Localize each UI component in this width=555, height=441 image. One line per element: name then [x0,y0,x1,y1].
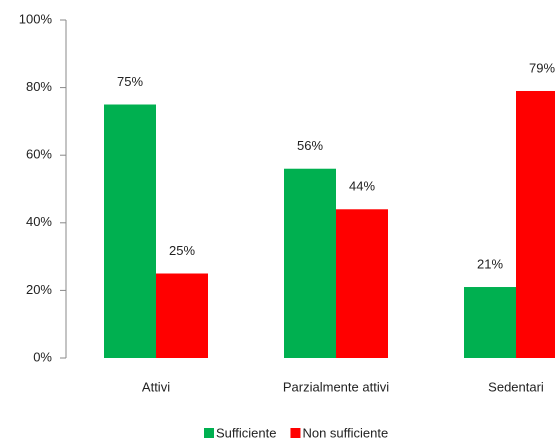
y-tick-label: 40% [26,214,52,229]
bar [104,104,156,358]
data-label: 25% [169,243,195,258]
data-label: 75% [117,74,143,89]
data-label: 21% [477,256,503,271]
bar [336,209,388,358]
legend-swatch [204,428,214,438]
y-tick-label: 0% [33,349,52,364]
y-tick-label: 20% [26,282,52,297]
bar [156,273,208,358]
bar [284,168,336,358]
bar [464,287,516,358]
data-label: 56% [297,138,323,153]
data-label: 44% [349,179,375,194]
x-tick-label: Attivi [142,379,170,394]
legend-swatch [290,428,301,438]
legend-label: Non sufficiente [302,425,388,440]
legend-label: Sufficiente [216,425,276,440]
data-label: 79% [529,60,555,75]
y-tick-label: 80% [26,79,52,94]
y-tick-label: 60% [26,147,52,162]
x-tick-label: Sedentari [488,379,544,394]
y-tick-label: 100% [19,11,53,26]
x-tick-label: Parzialmente attivi [283,379,389,394]
bar [516,90,555,358]
